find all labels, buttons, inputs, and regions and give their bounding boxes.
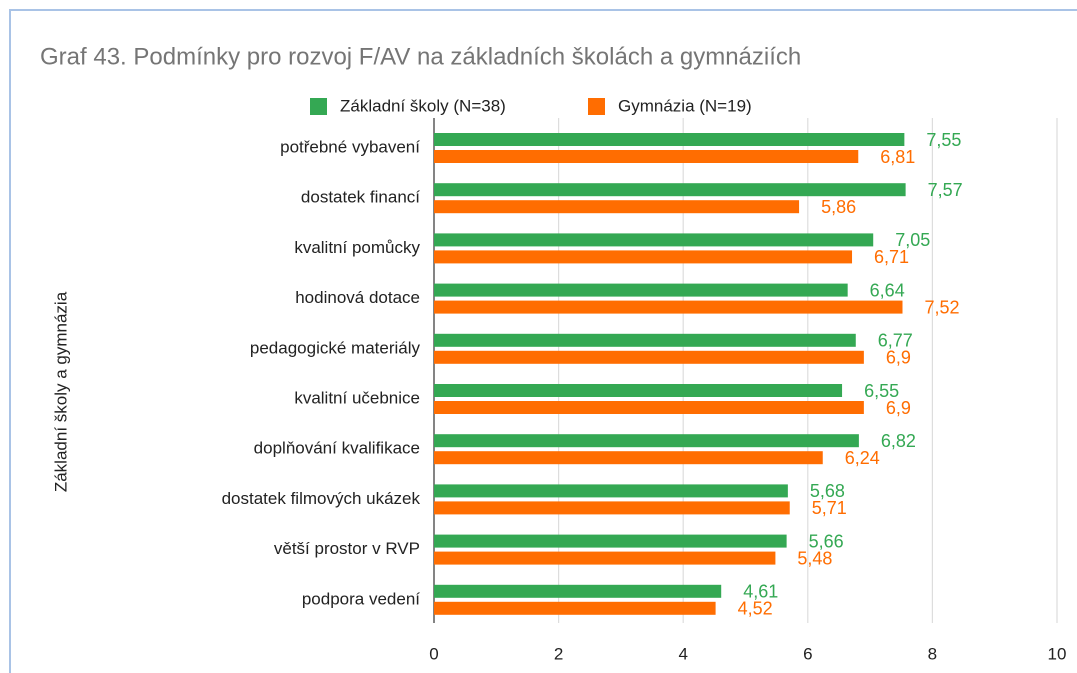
bar xyxy=(434,283,848,297)
bar xyxy=(434,551,776,565)
y-tick-label: doplňování kvalifikace xyxy=(254,439,420,458)
legend-swatch xyxy=(310,98,327,115)
y-tick-label: kvalitní pomůcky xyxy=(294,238,420,257)
x-tick-label: 6 xyxy=(803,644,812,663)
data-label: 6,9 xyxy=(886,348,911,368)
data-label: 6,24 xyxy=(845,448,880,468)
y-tick-label: dostatek financí xyxy=(301,188,420,207)
data-label: 4,52 xyxy=(738,599,773,619)
data-label: 6,81 xyxy=(880,147,915,167)
y-tick-label: hodinová dotace xyxy=(295,288,420,307)
y-tick-label: pedagogické materiály xyxy=(250,338,421,357)
bar xyxy=(434,133,905,146)
bar xyxy=(434,401,864,414)
data-label: 7,57 xyxy=(928,180,963,200)
y-tick-label: kvalitní učebnice xyxy=(294,388,420,407)
bar xyxy=(434,350,864,364)
data-label: 5,86 xyxy=(821,197,856,217)
bar xyxy=(434,150,859,163)
data-label: 7,05 xyxy=(895,230,930,250)
bar xyxy=(434,484,788,498)
y-tick-label: potřebné vybavení xyxy=(280,137,420,156)
bar xyxy=(434,434,859,448)
bar xyxy=(434,384,843,397)
bar xyxy=(434,534,787,548)
bar xyxy=(434,233,874,247)
bar xyxy=(434,501,790,515)
data-label: 7,55 xyxy=(926,130,961,150)
bar xyxy=(434,183,906,197)
y-axis-title: Základní školy a gymnázia xyxy=(51,291,70,492)
data-label: 5,71 xyxy=(812,498,847,518)
x-tick-label: 8 xyxy=(928,644,937,663)
data-label: 6,82 xyxy=(881,431,916,451)
data-label: 4,61 xyxy=(743,582,778,602)
bar xyxy=(434,451,823,465)
x-tick-label: 4 xyxy=(678,644,687,663)
x-tick-label: 10 xyxy=(1048,644,1067,663)
data-label: 6,71 xyxy=(874,247,909,267)
data-label: 7,52 xyxy=(924,297,959,317)
bar xyxy=(434,601,716,615)
x-tick-label: 0 xyxy=(429,644,438,663)
y-tick-label: podpora vedení xyxy=(302,589,420,608)
legend-swatch xyxy=(588,98,605,115)
x-tick-label: 2 xyxy=(554,644,563,663)
y-tick-label: dostatek filmových ukázek xyxy=(222,489,421,508)
data-label: 6,64 xyxy=(870,280,905,300)
data-label: 6,55 xyxy=(864,381,899,401)
data-label: 5,68 xyxy=(810,481,845,501)
data-label: 5,66 xyxy=(809,531,844,551)
bar xyxy=(434,300,903,314)
bar xyxy=(434,584,722,598)
data-label: 5,48 xyxy=(797,548,832,568)
data-label: 6,9 xyxy=(886,398,911,418)
data-label: 6,77 xyxy=(878,331,913,351)
bar xyxy=(434,333,856,347)
legend-label: Gymnázia (N=19) xyxy=(618,96,752,115)
frame xyxy=(9,9,1077,673)
legend-label: Základní školy (N=38) xyxy=(340,96,506,115)
y-tick-label: větší prostor v RVP xyxy=(274,539,420,558)
bar xyxy=(434,200,800,214)
chart-title: Graf 43. Podmínky pro rozvoj F/AV na zák… xyxy=(40,43,801,70)
bar xyxy=(434,250,853,264)
